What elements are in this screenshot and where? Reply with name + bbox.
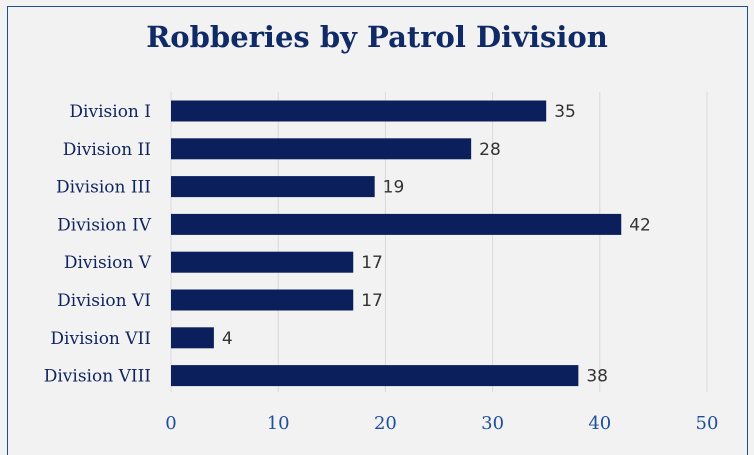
bar bbox=[171, 100, 547, 122]
value-label: 38 bbox=[586, 367, 608, 387]
bar bbox=[171, 138, 472, 160]
bar bbox=[171, 213, 622, 235]
category-label: Division V bbox=[64, 253, 152, 273]
value-label: 28 bbox=[479, 140, 501, 160]
bar bbox=[171, 365, 579, 387]
x-tick-label: 50 bbox=[696, 413, 719, 434]
category-label: Division VI bbox=[57, 291, 151, 311]
category-label: Division II bbox=[63, 140, 151, 160]
grid-lines bbox=[170, 92, 708, 392]
x-tick-label: 20 bbox=[374, 413, 397, 434]
category-label: Division III bbox=[56, 178, 151, 198]
x-tick-label: 30 bbox=[481, 413, 504, 434]
value-label: 17 bbox=[361, 253, 383, 273]
x-tick-label: 0 bbox=[165, 413, 176, 434]
chart-title: Robberies by Patrol Division bbox=[146, 20, 608, 54]
x-tick-label: 10 bbox=[267, 413, 290, 434]
value-label: 17 bbox=[361, 291, 383, 311]
category-label: Division VIII bbox=[44, 367, 151, 387]
category-label: Division VII bbox=[50, 329, 151, 349]
bar bbox=[171, 289, 354, 311]
value-label: 19 bbox=[383, 178, 405, 198]
x-axis-ticks: 0 10 20 30 40 50 bbox=[165, 413, 718, 434]
value-label: 4 bbox=[222, 329, 233, 349]
value-label: 42 bbox=[629, 215, 651, 235]
category-labels: Division I Division II Division III Divisio… bbox=[44, 102, 152, 387]
x-tick-label: 40 bbox=[588, 413, 611, 434]
bar bbox=[171, 251, 354, 273]
bars bbox=[171, 100, 622, 387]
bar bbox=[171, 176, 375, 198]
category-label: Division I bbox=[69, 102, 151, 122]
value-label: 35 bbox=[554, 102, 576, 122]
bar bbox=[171, 327, 214, 349]
category-label: Division IV bbox=[57, 215, 152, 235]
value-labels: 35 28 19 42 17 17 4 38 bbox=[222, 102, 651, 387]
